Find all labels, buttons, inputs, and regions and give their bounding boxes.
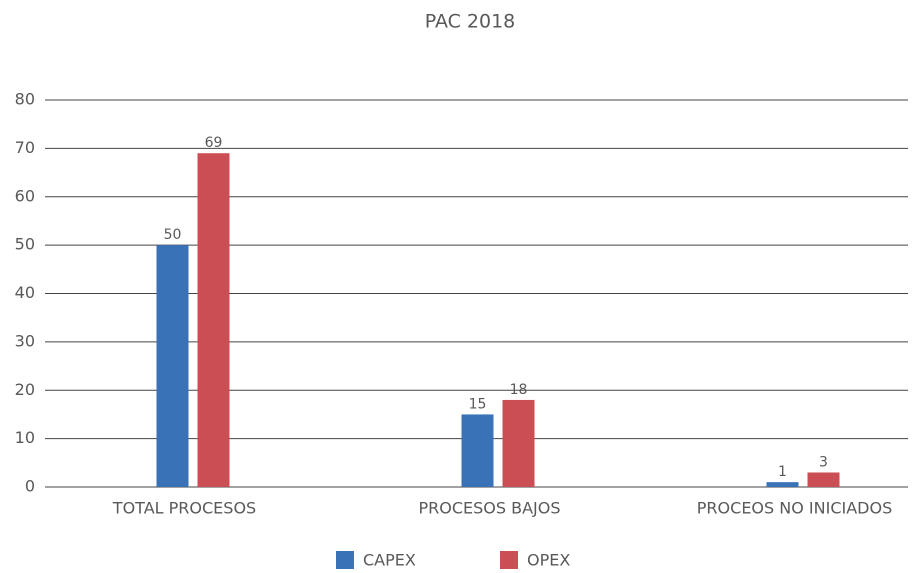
y-tick-label: 70 (15, 138, 35, 157)
y-tick-label: 50 (15, 235, 35, 254)
bar (807, 472, 840, 487)
y-tick-label: 60 (15, 186, 35, 205)
value-label: 15 (469, 396, 487, 412)
bar (766, 482, 799, 487)
legend-label: CAPEX (363, 551, 416, 570)
legend-swatch (500, 551, 518, 569)
bar (502, 399, 535, 487)
y-tick-label: 80 (15, 90, 35, 109)
value-label: 3 (819, 454, 828, 470)
value-label: 50 (164, 227, 182, 243)
legend-swatch (336, 551, 354, 569)
x-tick-label: TOTAL PROCESOS (112, 499, 256, 518)
chart-title: PAC 2018 (425, 11, 516, 33)
bar (197, 153, 230, 487)
y-tick-label: 30 (15, 331, 35, 350)
value-label: 1 (778, 464, 787, 480)
y-tick-label: 20 (15, 380, 35, 399)
bar (156, 245, 189, 487)
y-tick-label: 0 (25, 477, 35, 496)
value-label: 69 (205, 135, 223, 151)
value-label: 18 (510, 382, 528, 398)
legend-label: OPEX (527, 551, 570, 570)
bar (461, 414, 494, 487)
y-tick-label: 10 (15, 428, 35, 447)
y-tick-label: 40 (15, 283, 35, 302)
x-tick-label: PROCESOS BAJOS (418, 499, 560, 518)
x-tick-label: PROCEOS NO INICIADOS (697, 499, 892, 518)
